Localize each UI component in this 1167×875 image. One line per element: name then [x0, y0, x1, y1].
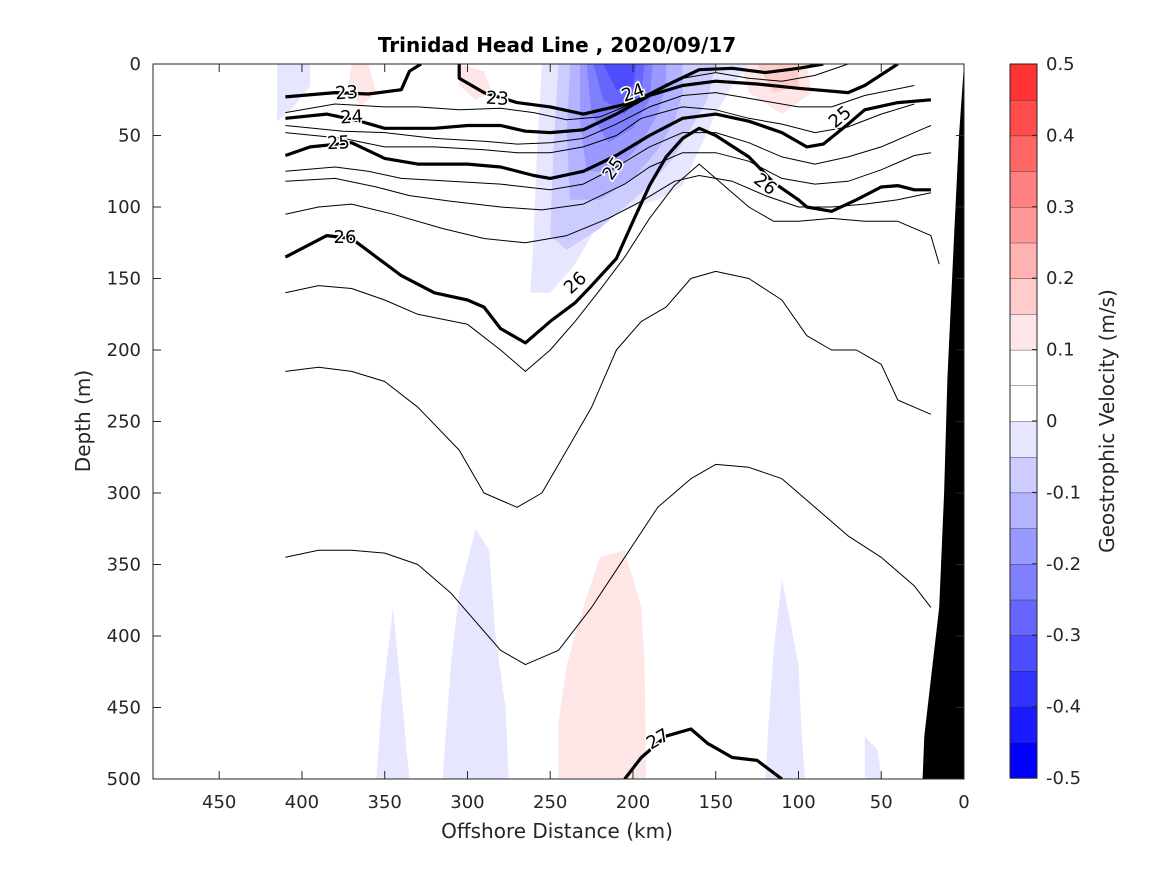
colorbar-label: Geostrophic Velocity (m/s): [1095, 289, 1119, 553]
colorbar-swatch: [1009, 206, 1038, 244]
y-axis: 0 50 100 150 200 250 300 350 400 450 500: [107, 54, 964, 790]
velocity-patch-11: [376, 607, 410, 779]
x-tick-label: 0: [958, 792, 969, 813]
velocity-patch-9: [558, 550, 647, 779]
contour-label-text-7: 26: [334, 227, 357, 248]
colorbar-swatch: [1009, 242, 1038, 279]
contour-line-10: [284, 126, 931, 345]
contour-line-4: [285, 85, 915, 145]
y-tick-label: 350: [107, 555, 141, 576]
x-tick-label: 100: [781, 792, 815, 813]
colorbar-swatch: [1009, 527, 1038, 565]
x-tick-label: 400: [285, 792, 319, 813]
x-tick-label: 450: [202, 792, 236, 813]
y-tick-label: 500: [107, 769, 141, 790]
contour-label-text-4: 25: [326, 132, 350, 154]
contour-label-text-3: 24: [340, 106, 364, 128]
velocity-patch-21: [603, 64, 637, 90]
contour-line-2: [285, 64, 849, 121]
density-contours: [284, 64, 940, 779]
contour-label-1: 23: [484, 86, 511, 112]
colorbar-swatch: [1009, 278, 1038, 315]
contour-line-3: [285, 64, 899, 135]
y-tick-label: 100: [107, 197, 141, 218]
contour-line-5: [285, 103, 915, 154]
y-tick-label: 200: [107, 340, 141, 361]
contour-line-14: [623, 727, 783, 779]
contour-line-13: [285, 463, 932, 666]
colorbar-swatch: [1009, 420, 1038, 458]
contour-line-8: [285, 152, 931, 211]
colorbar-tick-label: 0.4: [1046, 125, 1075, 146]
x-tick-label: 250: [533, 792, 567, 813]
velocity-patch-14: [864, 736, 882, 779]
contour-label-text-1: 23: [485, 88, 509, 111]
contour-line-6: [284, 98, 932, 180]
colorbar-swatch: [1009, 385, 1038, 422]
colorbar-tick-label: 0.2: [1046, 268, 1075, 289]
y-tick-label: 50: [118, 126, 141, 147]
contour-label-text-0: 23: [334, 82, 358, 105]
x-axis: 450 400 350 300 250 200 150 100 50 0: [202, 64, 970, 813]
colorbar-swatch: [1009, 63, 1038, 101]
colorbar-swatch: [1009, 456, 1038, 494]
y-tick-label: 400: [107, 626, 141, 647]
x-axis-label: Offshore Distance (km): [441, 819, 673, 843]
colorbar-tick-label: 0: [1046, 411, 1057, 432]
colorbar-swatch: [1009, 706, 1038, 743]
velocity-patch-2: [442, 64, 509, 279]
y-tick-label: 450: [107, 698, 141, 719]
y-tick-label: 300: [107, 483, 141, 504]
colorbar-swatch: [1009, 563, 1038, 601]
colorbar-swatch: [1009, 349, 1038, 387]
colorbar-tick-label: -0.1: [1046, 482, 1081, 503]
colorbar-swatch: [1009, 670, 1038, 708]
colorbar-tick-label: 0.5: [1046, 54, 1075, 75]
colorbar-swatch: [1009, 313, 1038, 351]
x-tick-label: 300: [450, 792, 484, 813]
colorbar-tick-label: -0.3: [1046, 625, 1081, 646]
colorbar-swatch: [1009, 135, 1038, 172]
contour-line-7: [285, 125, 932, 191]
contour-line-11: [285, 163, 940, 372]
contour-line-1: [457, 64, 824, 116]
x-tick-label: 200: [616, 792, 650, 813]
contour-line-12: [285, 270, 932, 508]
colorbar-swatch: [1009, 99, 1038, 137]
contour-label-4: 25: [325, 131, 352, 156]
colorbar-swatch: [1009, 635, 1038, 672]
bathymetry: [922, 64, 964, 779]
colorbar-tick-label: -0.4: [1046, 697, 1081, 718]
velocity-patch-1: [348, 64, 377, 107]
velocity-patch-10: [277, 64, 311, 122]
velocity-patch-13: [765, 578, 806, 779]
velocity-patch-12: [442, 528, 509, 779]
colorbar-swatch: [1009, 742, 1038, 779]
colorbar-tick-label: -0.2: [1046, 554, 1081, 575]
contour-label-3: 24: [338, 105, 365, 130]
chart-title: Trinidad Head Line , 2020/09/17: [378, 33, 736, 57]
x-tick-label: 150: [699, 792, 733, 813]
contour-label-7: 26: [332, 226, 358, 250]
y-tick-label: 150: [107, 269, 141, 290]
colorbar-tick-label: 0.3: [1046, 197, 1075, 218]
y-axis-label: Depth (m): [71, 370, 95, 472]
contour-label-0: 23: [333, 80, 360, 106]
colorbar-swatch: [1009, 599, 1038, 636]
x-tick-label: 350: [368, 792, 402, 813]
colorbar-swatch: [1009, 170, 1038, 208]
colorbar: 0.5 0.4 0.3 0.2 0.1 0 -0.1 -0.2 -0.3 -0.4 -0.5 Geo…: [1009, 54, 1119, 789]
colorbar-ticks: 0.5 0.4 0.3 0.2 0.1 0 -0.1 -0.2 -0.3 -0.4 -0.5: [1032, 54, 1081, 789]
y-tick-label: 250: [107, 412, 141, 433]
contour-line-0: [285, 64, 422, 99]
colorbar-tick-label: 0.1: [1046, 340, 1075, 361]
colorbar-tick-label: -0.5: [1046, 768, 1081, 789]
bathymetry-shape: [922, 64, 964, 779]
x-tick-label: 50: [870, 792, 893, 813]
colorbar-swatches: [1009, 63, 1038, 779]
y-tick-label: 0: [130, 54, 141, 75]
colorbar-swatch: [1009, 492, 1038, 529]
